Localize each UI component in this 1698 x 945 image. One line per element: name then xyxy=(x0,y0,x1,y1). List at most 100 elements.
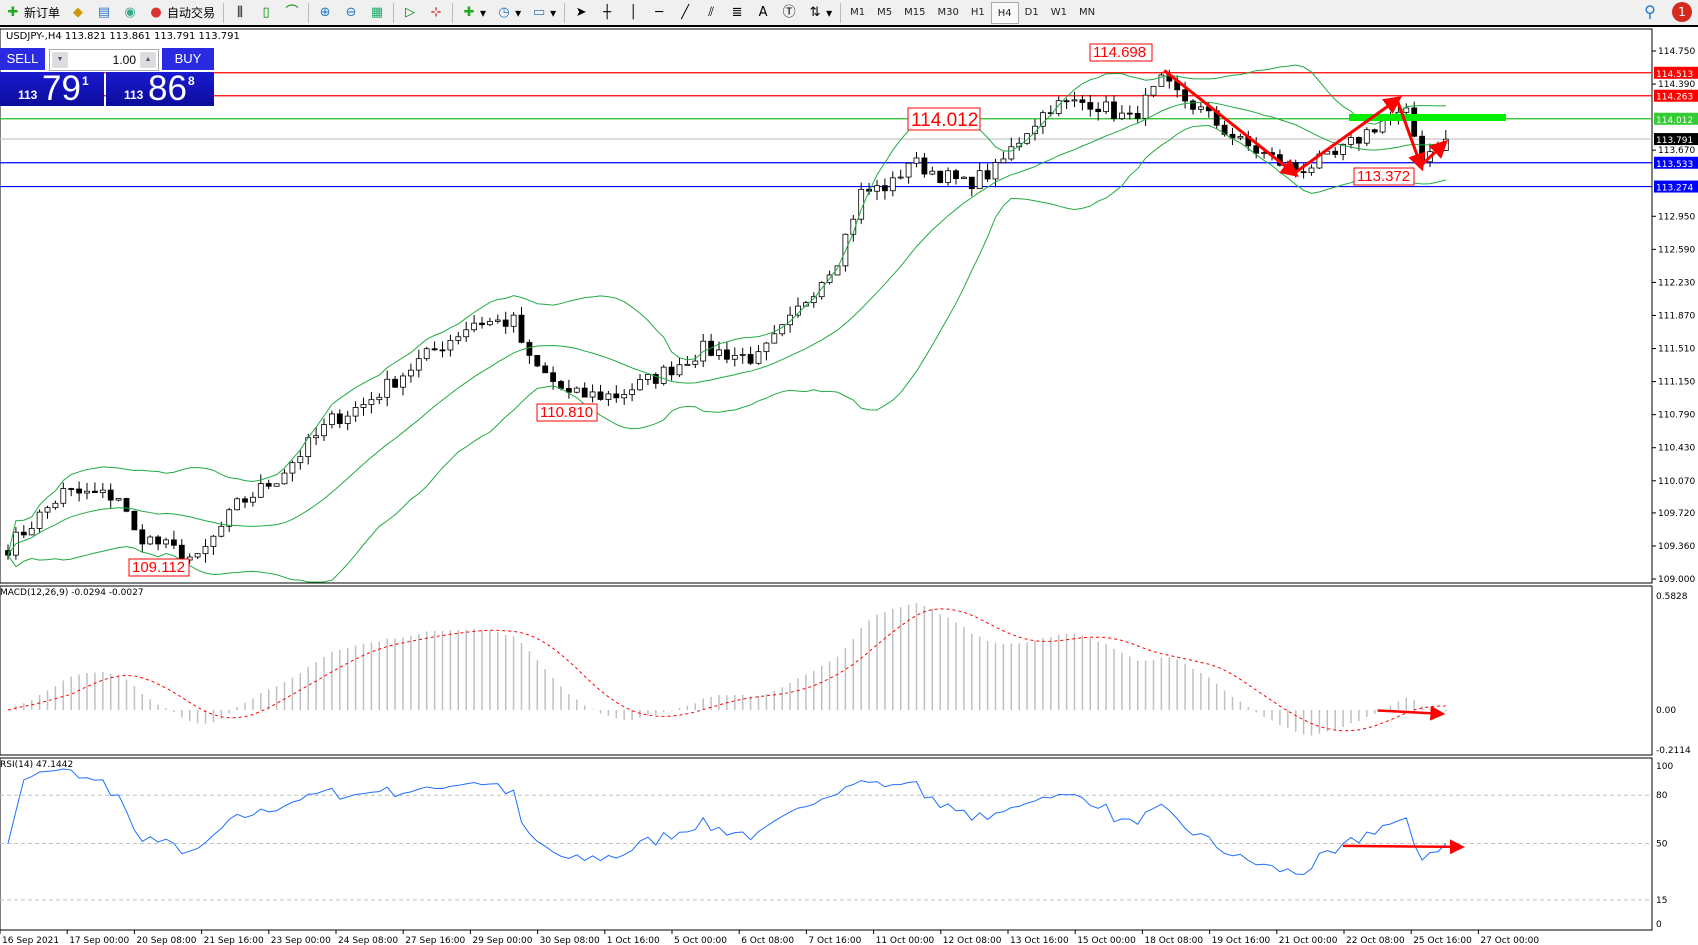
periods-button[interactable]: ◷ ▾ xyxy=(491,1,526,25)
auto-trading-button[interactable]: ● 自动交易 xyxy=(143,1,220,25)
lot-increase-button[interactable]: ▲ xyxy=(140,52,156,68)
candle-body xyxy=(621,394,628,399)
candle-body xyxy=(281,472,288,485)
candle-body xyxy=(1103,101,1109,113)
candle-body xyxy=(447,339,454,351)
candle xyxy=(510,312,517,333)
search-icon[interactable]: ⚲ xyxy=(1644,2,1656,21)
zoom-out-button[interactable]: ⊖ xyxy=(338,1,364,25)
candle xyxy=(384,370,391,407)
main-pane xyxy=(0,28,1653,584)
crosshair-button[interactable]: ┼ xyxy=(594,1,620,25)
trendline-button[interactable]: ╱ xyxy=(672,1,698,25)
timeframe-h4[interactable]: H4 xyxy=(990,1,1019,24)
vertical-line-icon: │ xyxy=(629,4,638,20)
history-button[interactable]: ▤ xyxy=(91,1,117,25)
candle xyxy=(787,306,793,333)
text-button[interactable]: A xyxy=(750,1,776,25)
candle-body xyxy=(479,322,485,326)
candle-body xyxy=(360,404,367,408)
lot-size-field[interactable]: ▼ 1.00 ▲ xyxy=(49,49,159,71)
arrows-button[interactable]: ⇅ ▾ xyxy=(802,1,837,25)
horizontal-line-button[interactable]: ─ xyxy=(646,1,672,25)
candle xyxy=(297,449,304,470)
candle-body xyxy=(321,424,327,437)
candle-body xyxy=(534,354,541,367)
candle xyxy=(1348,133,1354,149)
candle xyxy=(613,385,620,403)
candle-body xyxy=(336,413,343,424)
candle-body xyxy=(352,407,359,417)
sell-button[interactable]: SELL xyxy=(0,48,45,70)
line-chart-button[interactable]: ⌒ xyxy=(279,1,305,25)
timeframe-m5[interactable]: M5 xyxy=(877,6,893,18)
timeframe-m30[interactable]: M30 xyxy=(937,6,959,18)
candle-body xyxy=(415,358,422,371)
autoscroll-button[interactable]: ▷ xyxy=(397,1,423,25)
time-tick-label: 16 Sep 2021 xyxy=(2,936,59,945)
macd-pane xyxy=(0,585,1653,756)
candle-body xyxy=(1237,136,1244,139)
divider xyxy=(564,2,566,23)
bar-chart-button[interactable]: ⫼ xyxy=(227,1,253,25)
candle-body xyxy=(392,378,399,388)
timeframe-m15[interactable]: M15 xyxy=(904,6,926,18)
candle-body xyxy=(297,456,304,464)
timeframe-mn[interactable]: MN xyxy=(1078,6,1096,18)
price-annotation-box xyxy=(128,558,190,577)
new-order-button[interactable]: ✚ 新订单 xyxy=(0,1,65,25)
candle xyxy=(1103,95,1109,115)
text-label-button[interactable]: Ⓣ xyxy=(776,1,802,25)
candle-body xyxy=(92,490,98,493)
buy-price[interactable]: 113 86 8 xyxy=(106,69,214,108)
candle xyxy=(629,383,635,402)
trend-arrow xyxy=(1395,99,1426,172)
buy-button[interactable]: BUY xyxy=(162,48,214,70)
candle-body xyxy=(131,510,138,531)
candle xyxy=(463,321,470,342)
cursor-button[interactable]: ➤ xyxy=(568,1,594,25)
lot-decrease-button[interactable]: ▼ xyxy=(52,52,68,68)
candle-body xyxy=(163,539,169,545)
zoom-in-button[interactable]: ⊕ xyxy=(312,1,338,25)
tile-icon: ▦ xyxy=(370,4,384,20)
candle xyxy=(234,497,241,511)
templates-button[interactable]: ▭ ▾ xyxy=(532,4,557,20)
channel-button[interactable]: ⫽ xyxy=(698,1,724,25)
candle xyxy=(1237,133,1244,141)
price-tick-label: 111.150 xyxy=(1658,378,1695,388)
indicators-button[interactable]: ✚ ▾ xyxy=(456,1,491,25)
price-tick-label: 111.870 xyxy=(1658,311,1695,321)
candle-body xyxy=(155,536,162,545)
candle xyxy=(1000,151,1007,164)
new-order-icon: ✚ xyxy=(7,4,19,20)
sell-price[interactable]: 113 79 1 xyxy=(0,69,104,108)
rsi-tick-label: 80 xyxy=(1656,791,1668,801)
macd-tick-label: -0.2114 xyxy=(1656,746,1691,756)
vertical-line-button[interactable]: │ xyxy=(620,1,646,25)
fibonacci-button[interactable]: ≣ xyxy=(724,1,750,25)
market-watch-button[interactable]: ◆ xyxy=(65,1,91,25)
signals-button[interactable]: ◉ xyxy=(117,1,143,25)
candle-body xyxy=(937,170,944,183)
candle xyxy=(605,390,612,407)
rsi-tick-label: 15 xyxy=(1656,896,1667,906)
candle xyxy=(226,507,233,532)
candle-body xyxy=(344,415,351,424)
candle xyxy=(763,341,770,361)
candle xyxy=(431,341,438,351)
candle xyxy=(92,482,98,493)
candle-body xyxy=(1000,158,1007,164)
chart-shift-button[interactable]: ⊹ xyxy=(423,1,449,25)
time-tick-label: 27 Oct 00:00 xyxy=(1480,936,1539,945)
timeframe-w1[interactable]: W1 xyxy=(1050,6,1067,18)
timeframe-h1[interactable]: H1 xyxy=(970,6,985,18)
timeframe-m1[interactable]: M1 xyxy=(850,6,866,18)
tile-windows-button[interactable]: ▦ xyxy=(364,1,390,25)
candle xyxy=(415,349,422,378)
notification-badge[interactable]: 1 xyxy=(1672,2,1692,22)
candle-chart-button[interactable]: ▯ xyxy=(253,1,279,25)
time-tick-label: 13 Oct 16:00 xyxy=(1010,936,1069,945)
timeframe-d1[interactable]: D1 xyxy=(1024,6,1039,18)
